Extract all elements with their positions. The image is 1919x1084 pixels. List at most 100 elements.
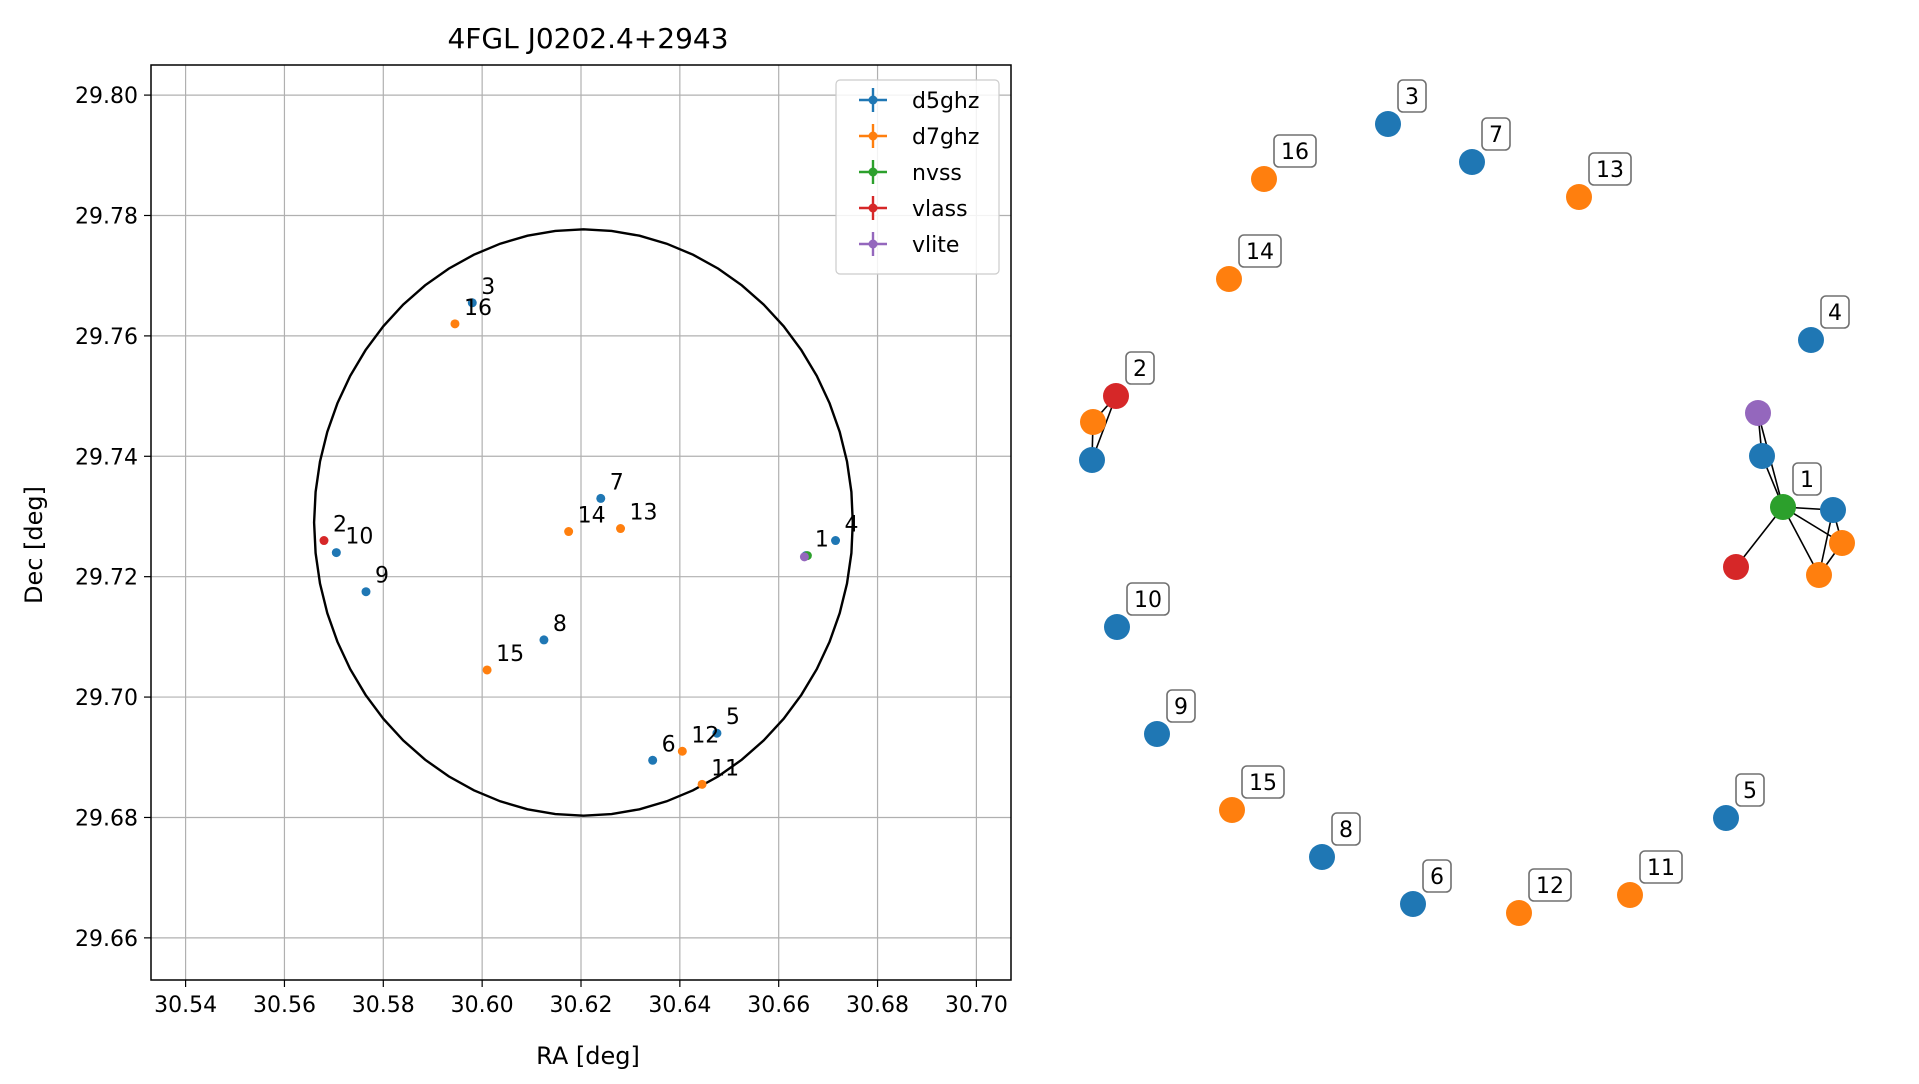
network-node-d7ghz: [1566, 184, 1592, 210]
x-tick-label: 30.56: [253, 993, 316, 1018]
network-label-box: [1331, 812, 1361, 846]
legend-entry: vlite: [912, 233, 959, 258]
d7ghz-point: [616, 524, 626, 534]
y-tick-label: 29.66: [75, 927, 138, 952]
d7ghz-point: [482, 665, 492, 675]
network-label-box: [1639, 850, 1683, 884]
network-label-box: [1528, 868, 1572, 902]
network-node-label: 7: [1489, 123, 1503, 148]
network-label-box: [1126, 582, 1170, 616]
y-tick-label: 29.74: [75, 445, 138, 470]
network-node-label: 5: [1743, 779, 1757, 804]
point-label: 12: [691, 723, 719, 748]
network-node-label: 16: [1281, 140, 1309, 165]
x-tick-label: 30.58: [352, 993, 415, 1018]
network-label-box: [1481, 117, 1511, 151]
point-label: 4: [845, 513, 859, 538]
network-node-d7ghz: [1216, 266, 1242, 292]
error-ellipse-layer: [312, 228, 854, 817]
network-node-label: 4: [1828, 301, 1842, 326]
network-node-label: 12: [1536, 874, 1564, 899]
network-node-d5ghz: [1798, 327, 1824, 353]
network-node-label: 14: [1246, 240, 1274, 265]
x-tick-label: 30.68: [846, 993, 909, 1018]
point-label: 3: [481, 275, 495, 300]
error-ellipse: [312, 228, 854, 817]
point-label: 10: [345, 525, 373, 550]
d5ghz-point: [467, 298, 477, 308]
plot-title: 4FGL J0202.4+2943: [447, 22, 728, 55]
y-tick-label: 29.70: [75, 686, 138, 711]
network-label-box: [1238, 234, 1282, 268]
network-node-nvss: [1770, 494, 1796, 520]
legend-marker: [868, 203, 878, 213]
legend-marker: [868, 131, 878, 141]
network-node-d7ghz: [1806, 562, 1832, 588]
network-node-vlite: [1745, 400, 1771, 426]
network-node-d5ghz: [1713, 805, 1739, 831]
d7ghz-point: [677, 746, 687, 756]
network-node-label: 1: [1800, 468, 1814, 493]
x-tick-label: 30.66: [747, 993, 810, 1018]
point-label: 1: [815, 528, 829, 553]
network-node-d7ghz: [1251, 166, 1277, 192]
network-label-box: [1397, 79, 1427, 113]
network-node-label: 11: [1647, 856, 1675, 881]
d5ghz-point: [831, 536, 841, 546]
network-label-box: [1820, 295, 1850, 329]
legend-entry: d7ghz: [912, 125, 979, 150]
network-node-label: 2: [1133, 357, 1147, 382]
network-node-label: 15: [1249, 771, 1277, 796]
legend: d5ghz d7ghz nvss vlass vlite: [835, 79, 1000, 275]
network-label-box: [1588, 152, 1632, 186]
d5ghz-point: [539, 635, 549, 645]
network-node-d7ghz: [1219, 797, 1245, 823]
network-node-d5ghz: [1375, 111, 1401, 137]
network-node-d7ghz: [1829, 530, 1855, 556]
legend-entry: vlass: [912, 197, 968, 222]
network-labels: 3 7 16 13 14 4 2 1 10 9 15 8 5 6 12 11: [1125, 79, 1850, 902]
legend-box: [835, 79, 1000, 275]
legend-entry: d5ghz: [912, 89, 979, 114]
network-node-d5ghz: [1079, 447, 1105, 473]
point-label: 15: [496, 642, 524, 667]
network-label-box: [1166, 689, 1196, 723]
x-tick-label: 30.62: [550, 993, 613, 1018]
point-label: 16: [464, 296, 492, 321]
legend-marker: [868, 167, 878, 177]
d7ghz-point: [564, 527, 574, 537]
x-ticks: 30.54 30.56 30.58 30.60 30.62 30.64 30.66 30.68…: [154, 980, 1008, 1018]
data-points: [319, 298, 841, 789]
network-node-label: 3: [1405, 85, 1419, 110]
x-axis-label: RA [deg]: [536, 1042, 640, 1070]
network-node-label: 8: [1339, 818, 1353, 843]
point-label: 11: [711, 756, 739, 781]
y-tick-label: 29.72: [75, 566, 138, 591]
network-label-box: [1422, 859, 1452, 893]
network-node-vlass: [1103, 383, 1129, 409]
scatter-plot: 4FGL J0202.4+2943 RA [deg] Dec [deg] 30.…: [20, 22, 1012, 1070]
y-ticks: 29.66 29.68 29.70 29.72 29.74 29.76 29.78 29.80: [75, 84, 151, 952]
d5ghz-point: [648, 755, 658, 765]
network-nodes: [1079, 111, 1855, 926]
network-node-d7ghz: [1506, 900, 1532, 926]
point-label: 7: [610, 470, 624, 495]
network-node-d5ghz: [1309, 844, 1335, 870]
network-node-label: 10: [1134, 588, 1162, 613]
point-label: 8: [553, 612, 567, 637]
y-axis-label: Dec [deg]: [20, 486, 48, 604]
d7ghz-point: [450, 319, 460, 329]
vlass-point: [319, 536, 329, 546]
point-label: 14: [578, 504, 606, 529]
d5ghz-point: [361, 587, 371, 597]
network-label-box: [1241, 765, 1285, 799]
network-node-d5ghz: [1749, 443, 1775, 469]
network-label-box: [1792, 462, 1822, 496]
legend-entry: nvss: [912, 161, 962, 186]
network-node-label: 13: [1596, 158, 1624, 183]
network-node-d7ghz: [1080, 409, 1106, 435]
x-tick-label: 30.64: [648, 993, 711, 1018]
d7ghz-point: [697, 779, 707, 789]
